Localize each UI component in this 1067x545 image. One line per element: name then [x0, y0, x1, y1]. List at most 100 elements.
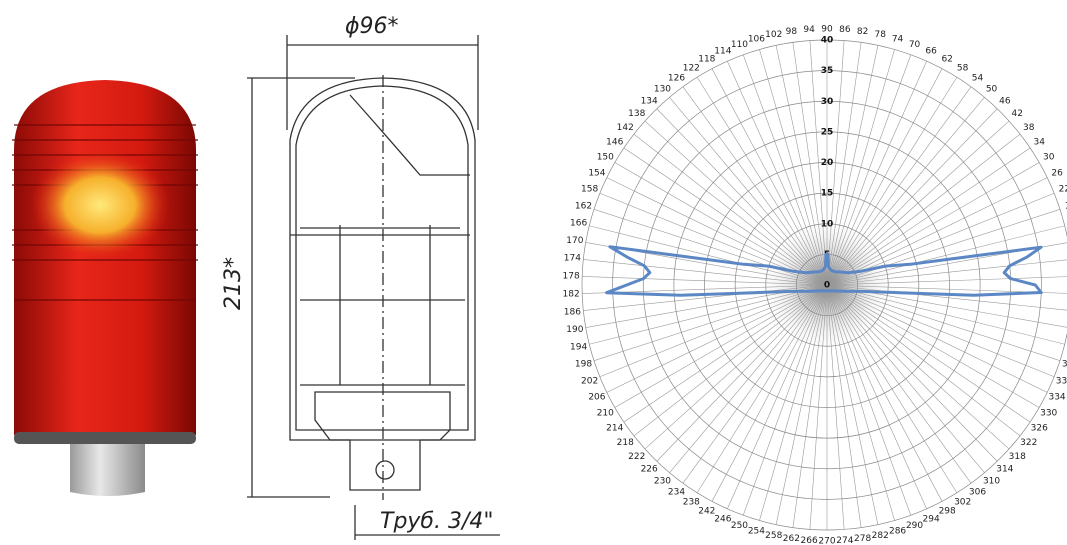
lamp-photo: [12, 80, 198, 496]
angle-tick-label: 302: [954, 498, 971, 508]
ring-grid-line: [765, 223, 889, 347]
angle-tick-label: 318: [1009, 452, 1026, 462]
ring-grid-line: [704, 162, 950, 408]
angle-tick-label: 134: [641, 96, 658, 106]
angle-tick-label: 138: [628, 109, 645, 119]
radial-tick-label: 0: [824, 281, 830, 291]
angle-tick-label: 142: [617, 123, 634, 133]
angle-tick-label: 126: [668, 73, 685, 83]
angle-tick-label: 278: [854, 534, 871, 544]
angle-tick-label: 238: [683, 498, 700, 508]
angle-tick-label: 54: [972, 73, 984, 83]
angle-tick-label: 42: [1012, 109, 1023, 119]
angle-tick-label: 342: [1062, 360, 1067, 370]
radial-tick-label: 25: [821, 127, 834, 137]
angle-tick-label: 70: [909, 40, 921, 50]
angle-tick-label: 298: [939, 507, 956, 517]
angle-tick-label: 178: [563, 272, 580, 282]
angle-tick-label: 246: [714, 514, 731, 524]
ring-grid-line: [673, 131, 981, 439]
ring-grid-line: [581, 39, 1067, 531]
angle-tick-label: 206: [588, 393, 605, 403]
angle-tick-label: 338: [1056, 376, 1067, 386]
angle-tick-label: 74: [892, 34, 904, 44]
angle-tick-label: 122: [683, 63, 700, 73]
angle-tick-label: 334: [1048, 393, 1065, 403]
angle-tick-label: 310: [983, 477, 1000, 487]
angle-tick-label: 262: [783, 534, 800, 544]
angle-tick-label: 274: [836, 536, 853, 545]
angle-tick-label: 58: [957, 63, 969, 73]
angle-tick-label: 242: [698, 507, 715, 517]
angle-tick-label: 98: [786, 27, 798, 37]
angle-tick-label: 270: [818, 537, 835, 545]
angle-tick-label: 166: [570, 219, 587, 229]
angle-tick-label: 182: [563, 289, 580, 299]
angle-tick-label: 314: [996, 465, 1013, 475]
angle-tick-label: 322: [1020, 438, 1037, 448]
radial-tick-label: 20: [821, 158, 834, 168]
angle-tick-label: 102: [765, 30, 782, 40]
angle-tick-label: 194: [570, 342, 587, 352]
thread-label: Труб. 3/4": [380, 509, 494, 534]
angle-tick-label: 18: [1065, 201, 1067, 211]
angle-tick-label: 326: [1031, 424, 1048, 434]
angle-tick-label: 94: [803, 25, 815, 35]
radial-tick-label: 40: [821, 36, 834, 46]
angle-tick-label: 30: [1043, 153, 1055, 163]
angle-tick-label: 266: [801, 536, 818, 545]
angle-tick-label: 226: [641, 465, 658, 475]
angle-tick-label: 186: [564, 307, 581, 317]
angle-tick-label: 258: [765, 531, 782, 541]
angle-tick-label: 254: [748, 527, 765, 537]
radial-tick-label: 10: [821, 219, 834, 229]
radial-tick-label: 15: [821, 189, 834, 199]
radial-tick-label: 30: [821, 97, 834, 107]
angle-tick-label: 306: [969, 488, 986, 498]
angle-tick-label: 118: [698, 54, 715, 64]
height-label: 213*: [221, 257, 246, 310]
angle-tick-label: 154: [588, 168, 605, 178]
angle-tick-label: 170: [566, 236, 583, 246]
diameter-label: ϕ96*: [345, 14, 399, 39]
angle-tick-label: 110: [731, 40, 748, 50]
angle-tick-label: 250: [731, 521, 748, 531]
angle-tick-label: 218: [617, 438, 634, 448]
angle-tick-label: 22: [1059, 185, 1067, 195]
angle-tick-label: 234: [668, 488, 685, 498]
angle-tick-label: 114: [714, 47, 731, 57]
angle-tick-label: 34: [1034, 137, 1046, 147]
angle-tick-label: 62: [941, 54, 952, 64]
angle-tick-label: 78: [874, 30, 886, 40]
polar-chart: 2610141822263034384246505458626670747882…: [563, 25, 1067, 545]
angle-tick-label: 190: [566, 325, 583, 335]
radial-tick-label: 35: [821, 66, 834, 76]
angle-tick-label: 198: [575, 360, 592, 370]
angle-tick-label: 66: [925, 47, 937, 57]
angle-tick-label: 230: [654, 477, 671, 487]
angle-tick-label: 26: [1051, 168, 1063, 178]
angle-tick-label: 282: [872, 531, 889, 541]
angle-tick-label: 38: [1023, 123, 1035, 133]
angle-tick-label: 222: [628, 452, 645, 462]
angle-tick-label: 86: [839, 25, 851, 35]
angle-tick-label: 210: [597, 409, 614, 419]
angle-tick-label: 162: [575, 201, 592, 211]
angle-tick-label: 150: [597, 153, 614, 163]
ring-grid-line: [734, 192, 920, 378]
angle-tick-label: 290: [906, 521, 923, 531]
intensity-curve: [605, 245, 1043, 297]
angle-tick-label: 202: [581, 376, 598, 386]
angle-tick-label: 130: [654, 84, 671, 94]
angle-tick-label: 294: [923, 514, 940, 524]
angle-tick-label: 82: [857, 27, 868, 37]
angle-tick-label: 106: [748, 34, 765, 44]
angle-tick-label: 90: [821, 25, 833, 35]
angle-tick-label: 286: [889, 527, 906, 537]
angle-tick-label: 330: [1040, 409, 1057, 419]
angle-tick-label: 46: [999, 96, 1011, 106]
angle-tick-label: 50: [986, 84, 998, 94]
angle-tick-label: 158: [581, 185, 598, 195]
ring-grid-line: [642, 100, 1012, 470]
